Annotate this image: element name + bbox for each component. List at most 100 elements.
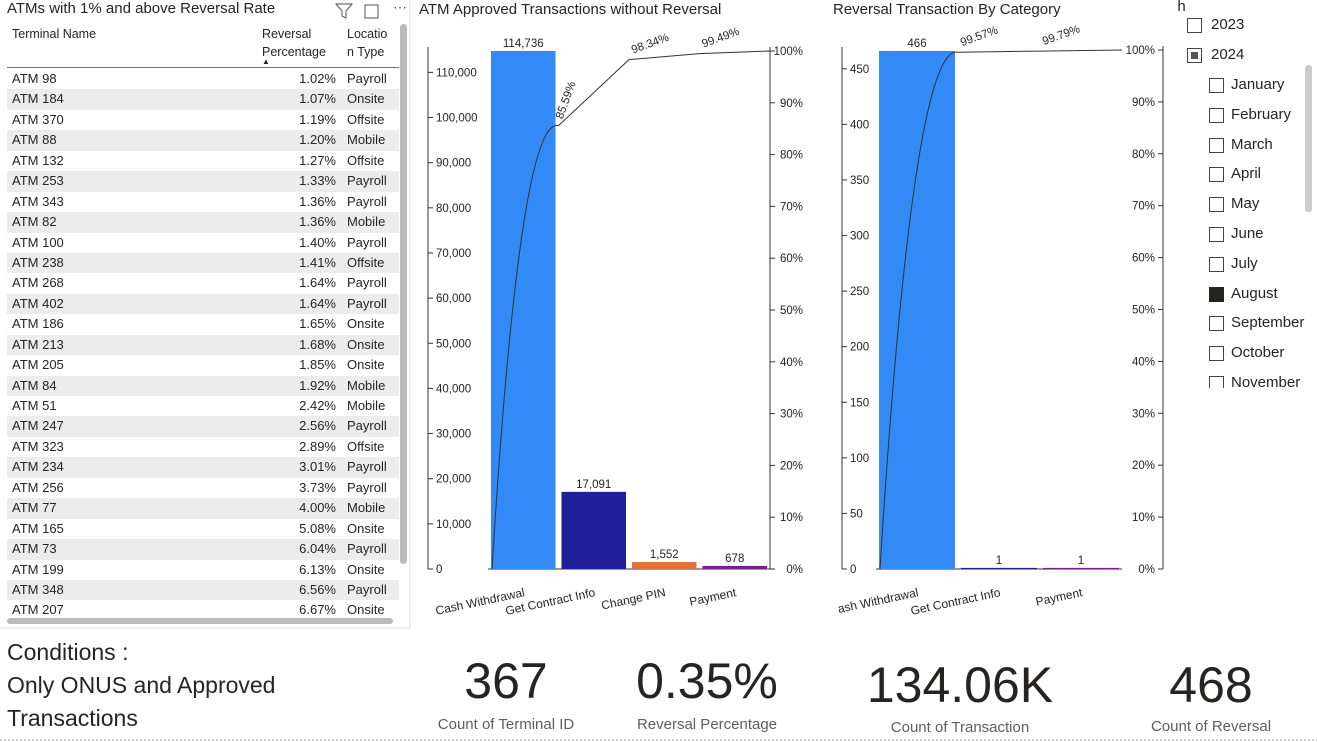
checkbox[interactable] — [1209, 227, 1224, 242]
table-row[interactable]: ATM 186 1.65% Onsite — [7, 314, 399, 334]
table-row[interactable]: ATM 84 1.92% Mobile — [7, 375, 399, 396]
y-tick-label: 400 — [850, 119, 869, 131]
bar[interactable] — [491, 51, 556, 569]
x-tick-label: Payment — [1034, 585, 1084, 609]
slicer-item[interactable]: January — [1231, 76, 1285, 93]
bar[interactable] — [961, 567, 1037, 569]
table-row[interactable]: ATM 234 3.01% Payroll — [7, 457, 399, 478]
filter-icon[interactable] — [334, 3, 354, 19]
terminal-name: ATM 199 — [12, 561, 64, 577]
slicer-item[interactable]: November — [1231, 374, 1301, 388]
table-row[interactable]: ATM 343 1.36% Payroll — [7, 192, 399, 212]
table-row[interactable]: ATM 165 5.08% Onsite — [7, 519, 399, 539]
table-row[interactable]: ATM 132 1.27% Offsite — [7, 151, 399, 171]
checkbox[interactable] — [1187, 48, 1202, 63]
table-row[interactable]: ATM 268 1.64% Payroll — [7, 273, 399, 293]
line-lead — [879, 51, 959, 570]
table-body: ATM 98 1.02% Payroll ATM 184 1.07% Onsite ATM … — [7, 69, 399, 617]
location-type: Offsite — [347, 152, 385, 168]
column-header[interactable]: Reversal Percentage — [262, 27, 326, 59]
slicer-item[interactable]: April — [1231, 165, 1262, 183]
scrollbar[interactable] — [7, 618, 393, 624]
y2-tick-label: 30% — [780, 409, 803, 421]
table-row[interactable]: ATM 73 6.04% Payroll — [7, 539, 399, 560]
table-row[interactable]: ATM 199 6.13% Onsite — [7, 560, 399, 580]
visual-header-icons: ⋯ — [334, 0, 407, 19]
table-row[interactable]: ATM 253 1.33% Payroll — [7, 171, 399, 192]
checkbox[interactable] — [1209, 167, 1224, 183]
terminal-name: ATM 205 — [12, 357, 64, 373]
more-icon[interactable]: ⋯ — [393, 0, 407, 15]
checkbox[interactable] — [1209, 197, 1224, 213]
focus-icon[interactable] — [364, 4, 379, 19]
slicer-item[interactable]: October — [1231, 344, 1285, 362]
table-row[interactable]: ATM 100 1.40% Payroll — [7, 233, 399, 253]
scrollbar[interactable] — [400, 24, 407, 564]
slicer-item[interactable]: August — [1231, 284, 1278, 302]
y-tick-label: 60,000 — [436, 293, 471, 305]
x-tick-label: Get Contract Info — [909, 585, 1002, 618]
slicer-item[interactable]: 2024 — [1211, 46, 1245, 63]
table-row[interactable]: ATM 238 1.41% Offsite — [7, 252, 399, 274]
slicer-item[interactable]: September — [1231, 314, 1305, 332]
y2-tick-label: 50% — [1132, 305, 1155, 317]
chart: 0 50 100 150 200 250 300 350 400 450 0% 10% 20% 30% 40… — [838, 23, 1164, 618]
bar[interactable] — [561, 491, 627, 569]
slicer-item[interactable]: February — [1231, 105, 1292, 123]
conditions-line: Transactions — [7, 705, 138, 731]
reversal-percentage: 4.00% — [299, 500, 336, 516]
slicer-title: Month — [1178, 0, 1186, 15]
column-header[interactable]: Terminal Name — [12, 27, 97, 41]
column-header[interactable]: Location Type — [347, 27, 388, 59]
data-label: 1 — [1078, 555, 1084, 567]
terminal-name: ATM 51 — [12, 398, 57, 413]
checkbox[interactable] — [1209, 137, 1224, 153]
checkbox[interactable] — [1209, 256, 1224, 272]
table-row[interactable]: ATM 207 6.67% Onsite — [7, 600, 399, 617]
reversal-percentage: 6.04% — [299, 541, 336, 557]
table-row[interactable]: ATM 348 6.56% Payroll — [7, 579, 399, 601]
table-row[interactable]: ATM 213 1.68% Onsite — [7, 334, 399, 356]
table-row[interactable]: ATM 98 1.02% Payroll — [7, 69, 399, 89]
table-row[interactable]: ATM 205 1.85% Onsite — [7, 355, 399, 375]
y2-tick-label: 60% — [780, 253, 803, 265]
table-row[interactable]: ATM 51 2.42% Mobile — [7, 396, 399, 416]
terminal-name: ATM 256 — [12, 479, 64, 495]
x-tick-label: Change PIN — [600, 585, 667, 612]
y-tick-label: 150 — [850, 397, 869, 409]
table-row[interactable]: ATM 82 1.36% Mobile — [7, 212, 399, 233]
table-row[interactable]: ATM 402 1.64% Payroll — [7, 293, 399, 315]
bar[interactable] — [879, 51, 955, 569]
location-type: Payroll — [347, 71, 387, 86]
table-row[interactable]: ATM 88 1.20% Mobile — [7, 130, 399, 151]
checkbox[interactable] — [1209, 286, 1224, 302]
scrollbar[interactable] — [1305, 65, 1312, 212]
checkbox[interactable] — [1209, 346, 1224, 362]
y-tick-label: 10,000 — [436, 519, 471, 531]
reversal-percentage: 1.02% — [299, 71, 336, 86]
slicer-item[interactable]: May — [1231, 195, 1260, 213]
checkbox[interactable] — [1209, 316, 1224, 332]
slicer-item[interactable]: July — [1231, 254, 1258, 272]
slicer-item[interactable]: March — [1231, 135, 1273, 153]
y-tick-label: 50 — [850, 508, 863, 520]
table-row[interactable]: ATM 323 2.89% Offsite — [7, 437, 399, 457]
slicer-item[interactable]: 2023 — [1211, 16, 1245, 33]
y-tick-label: 40,000 — [436, 383, 471, 395]
checkbox[interactable] — [1187, 18, 1202, 33]
terminal-name: ATM 98 — [12, 71, 57, 86]
checkbox[interactable] — [1209, 107, 1224, 123]
checkbox[interactable] — [1209, 78, 1224, 93]
table-row[interactable]: ATM 77 4.00% Mobile — [7, 498, 399, 519]
table-row[interactable]: ATM 256 3.73% Payroll — [7, 478, 399, 498]
checkbox[interactable] — [1209, 376, 1224, 388]
terminal-name: ATM 213 — [12, 336, 64, 352]
table-row[interactable]: ATM 247 2.56% Payroll — [7, 416, 399, 437]
table-row[interactable]: ATM 370 1.19% Offsite — [7, 110, 399, 130]
bar[interactable] — [1043, 567, 1119, 569]
slicer-item[interactable]: June — [1231, 225, 1264, 242]
bar[interactable] — [632, 561, 697, 569]
bar[interactable] — [702, 565, 768, 569]
table-row[interactable]: ATM 184 1.07% Onsite — [7, 89, 399, 110]
